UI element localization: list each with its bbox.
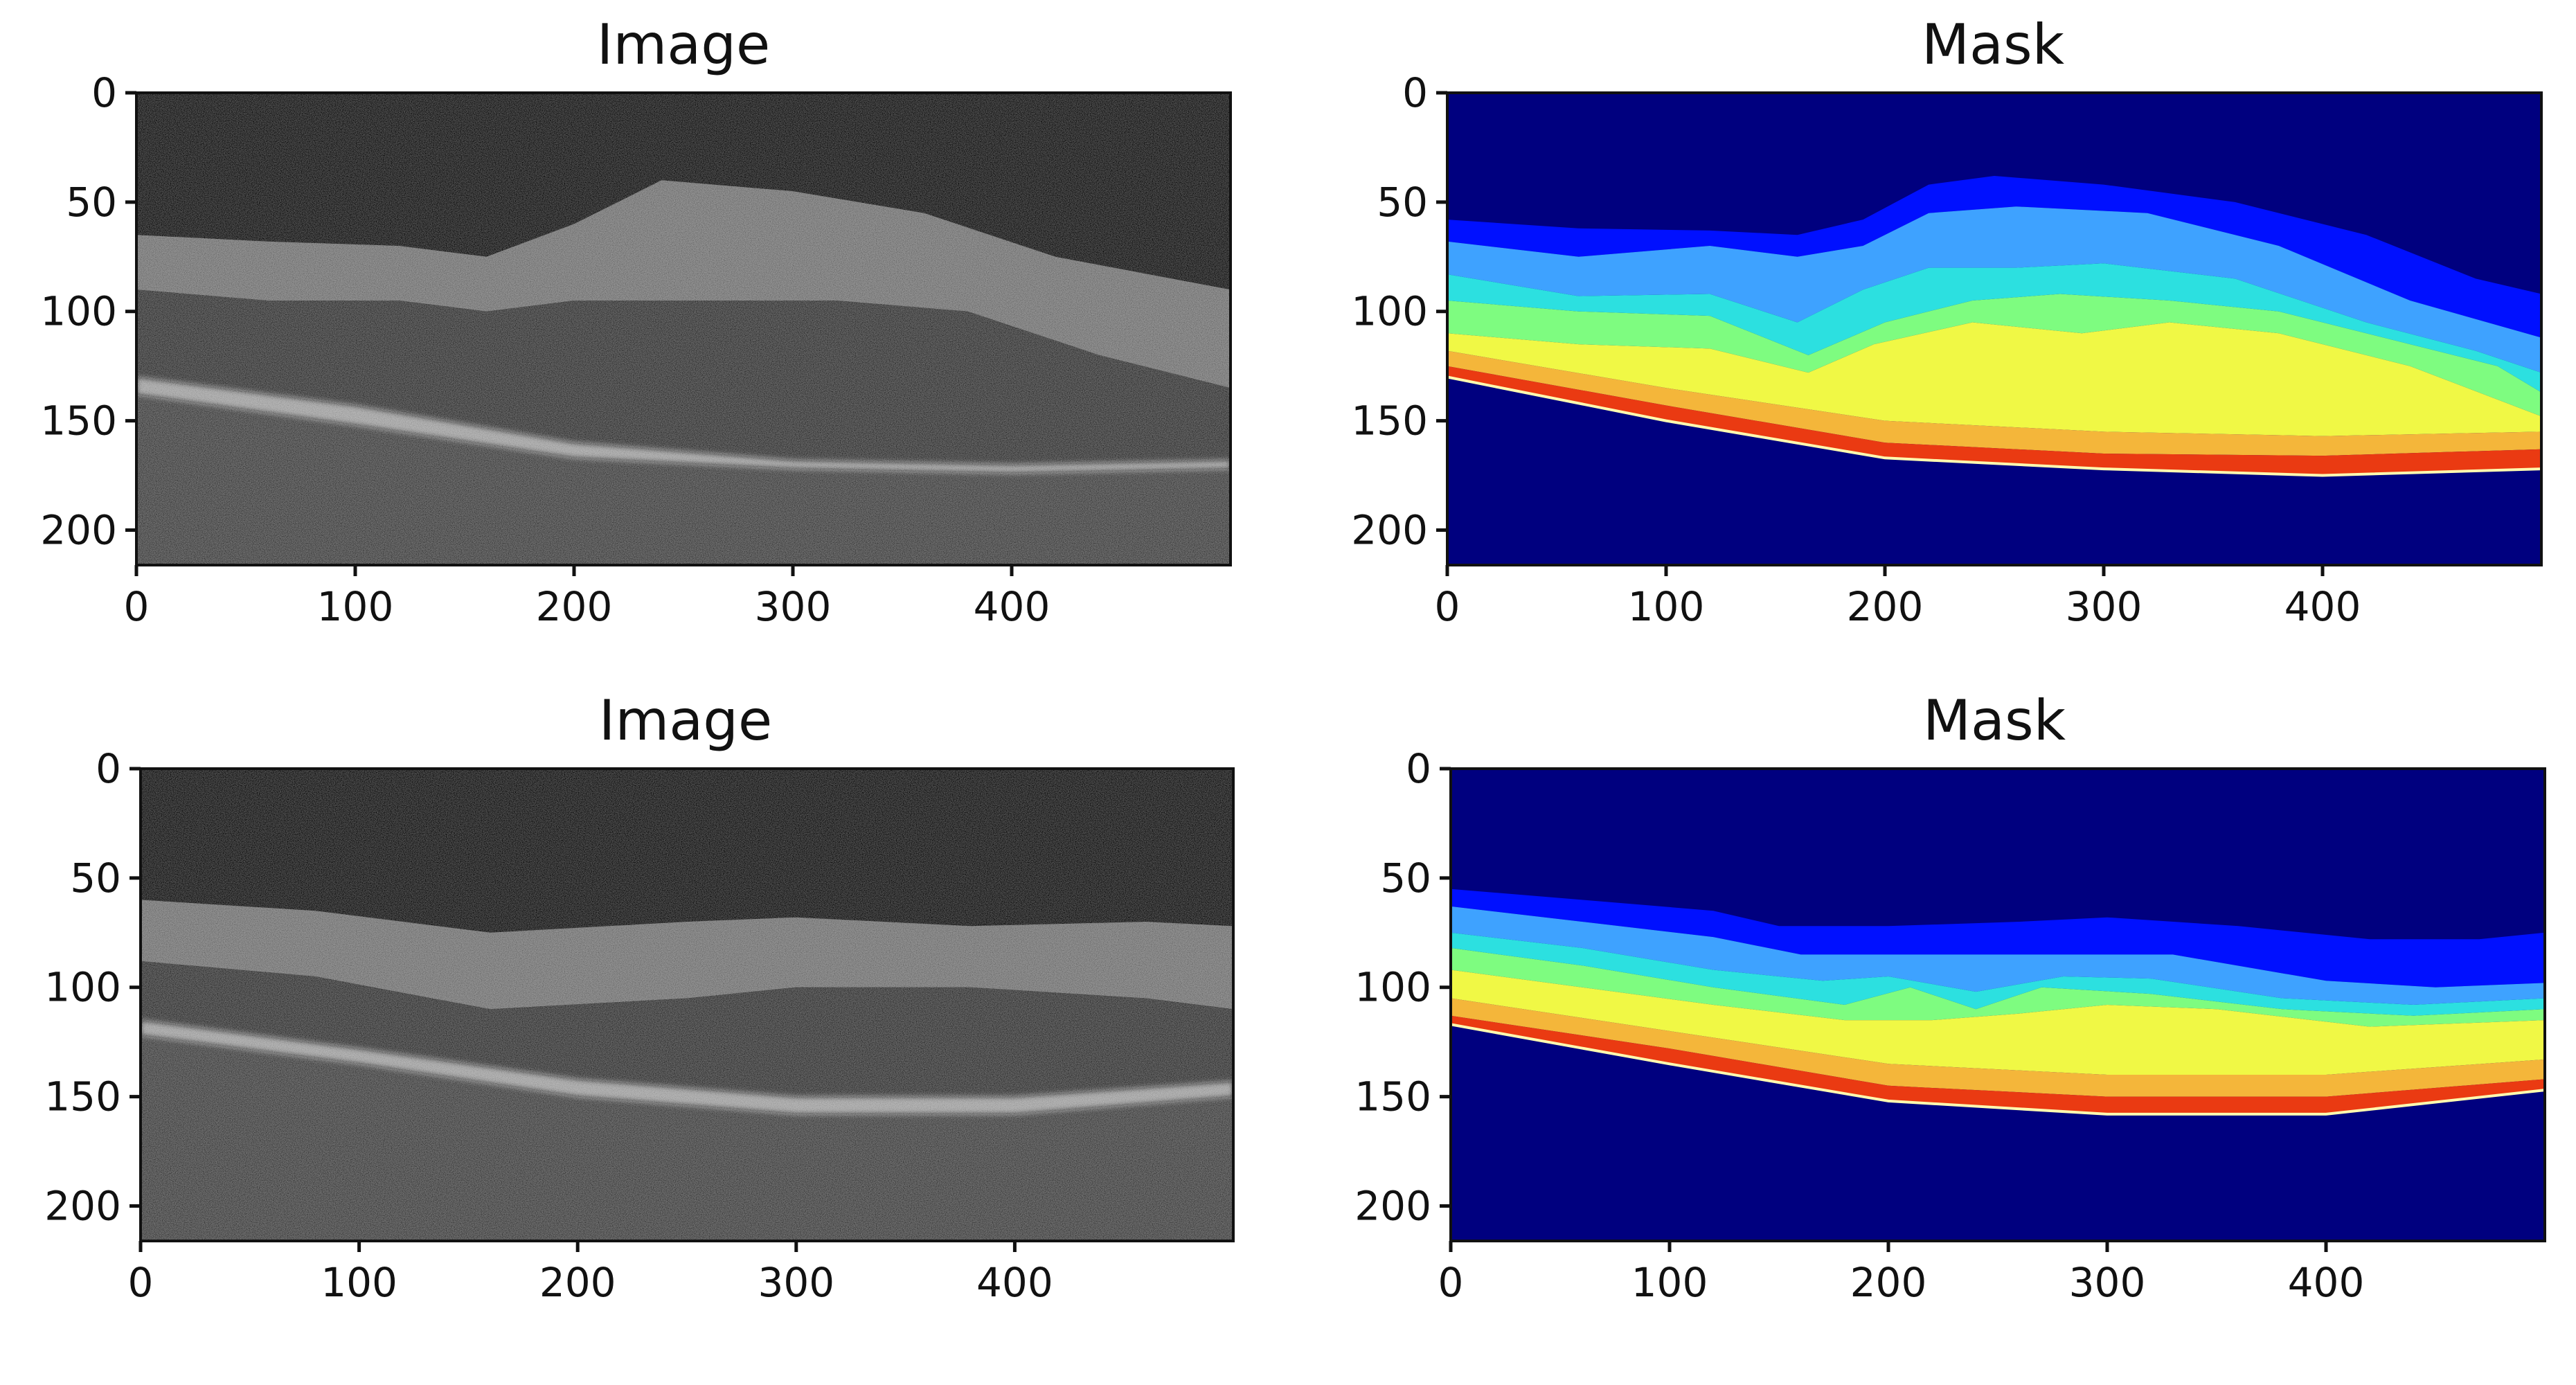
mask-layer bbox=[1447, 206, 2541, 373]
x-tick-label: 300 bbox=[2069, 1259, 2146, 1306]
y-tick-label: 150 bbox=[1354, 1073, 1431, 1120]
x-tick-label: 400 bbox=[2288, 1259, 2365, 1306]
x-tick-label: 0 bbox=[128, 1259, 154, 1306]
panel-title-image: Image bbox=[599, 688, 773, 753]
mask-boundary-line bbox=[1451, 1023, 2545, 1116]
mask-layer bbox=[1447, 322, 2541, 436]
mask-layer bbox=[1451, 970, 2545, 1075]
mask-boundary-line bbox=[1447, 375, 2541, 477]
y-tick-label: 150 bbox=[1351, 397, 1428, 445]
y-tick-label: 50 bbox=[1377, 179, 1428, 226]
segmentation-mask-plot: 0 100 200 300 400 0 50 100 150 200 bbox=[1354, 745, 2546, 1306]
panel-top-right: Mask 0 100 200 300 400 0 50 100 150 200 bbox=[1351, 12, 2543, 630]
x-tick-label: 0 bbox=[1435, 583, 1460, 630]
segmentation-mask bbox=[1451, 769, 2545, 1241]
x-tick-label: 200 bbox=[536, 583, 613, 630]
y-tick-label: 200 bbox=[1351, 506, 1428, 553]
x-tick-label: 100 bbox=[1631, 1259, 1708, 1306]
y-tick-label: 200 bbox=[40, 506, 117, 553]
mask-layer bbox=[1451, 906, 2545, 1005]
panel-title-mask: Mask bbox=[1923, 688, 2066, 753]
oct-image-plot: 0 100 200 300 400 0 50 100 150 200 bbox=[44, 745, 1235, 1306]
oct-scan-image bbox=[141, 769, 1233, 1241]
mask-layer bbox=[1447, 294, 2541, 417]
x-tick-label: 200 bbox=[1850, 1259, 1927, 1306]
y-tick-label: 200 bbox=[44, 1182, 121, 1229]
y-tick-label: 50 bbox=[66, 179, 117, 226]
x-tick-label: 0 bbox=[124, 583, 150, 630]
y-tick-label: 0 bbox=[91, 69, 117, 116]
y-tick-label: 0 bbox=[1406, 745, 1431, 792]
y-tick-label: 0 bbox=[1402, 69, 1428, 116]
y-tick-label: 50 bbox=[70, 855, 121, 902]
x-tick-label: 200 bbox=[539, 1259, 616, 1306]
segmentation-mask bbox=[1447, 93, 2541, 565]
mask-layer bbox=[1451, 947, 2545, 1027]
x-tick-label: 200 bbox=[1847, 583, 1924, 630]
panel-bottom-right: Mask 0 100 200 300 400 0 50 100 150 200 bbox=[1354, 688, 2546, 1306]
segmentation-mask-plot: 0 100 200 300 400 0 50 100 150 200 bbox=[1351, 69, 2543, 630]
mask-layer bbox=[1447, 176, 2541, 338]
x-tick-label: 300 bbox=[2066, 583, 2143, 630]
panel-title-image: Image bbox=[597, 12, 771, 77]
x-tick-label: 300 bbox=[755, 583, 832, 630]
x-tick-label: 100 bbox=[321, 1259, 397, 1306]
panel-top-left: Image 0 100 200 300 400 0 50 100 150 200 bbox=[40, 12, 1232, 630]
oct-image-plot: 0 100 200 300 400 0 50 100 150 200 bbox=[40, 69, 1232, 630]
y-tick-label: 100 bbox=[1351, 288, 1428, 335]
speckle-noise bbox=[136, 93, 1231, 565]
axes-frame bbox=[139, 767, 1235, 1242]
x-tick-label: 400 bbox=[976, 1259, 1053, 1306]
mask-layer bbox=[1447, 350, 2541, 456]
x-tick-label: 100 bbox=[317, 583, 394, 630]
y-tick-label: 100 bbox=[1354, 964, 1431, 1011]
axes-frame bbox=[1449, 767, 2546, 1242]
y-tick-label: 50 bbox=[1380, 855, 1431, 902]
x-tick-label: 100 bbox=[1628, 583, 1705, 630]
mask-layer bbox=[1451, 888, 2545, 988]
x-tick-label: 300 bbox=[758, 1259, 834, 1306]
axes-frame bbox=[1446, 91, 2543, 566]
y-tick-label: 100 bbox=[44, 964, 121, 1011]
mask-layer bbox=[1451, 998, 2545, 1097]
axes-frame bbox=[135, 91, 1232, 566]
x-tick-label: 400 bbox=[974, 583, 1050, 630]
panel-bottom-left: Image 0 100 200 300 400 0 50 100 150 200 bbox=[44, 688, 1235, 1306]
mask-layer bbox=[1447, 263, 2541, 393]
x-tick-label: 400 bbox=[2284, 583, 2361, 630]
mask-layer bbox=[1451, 932, 2545, 1016]
y-tick-label: 200 bbox=[1354, 1182, 1431, 1229]
mask-layer bbox=[1451, 1015, 2545, 1114]
oct-scan-image bbox=[136, 93, 1231, 565]
x-tick-label: 0 bbox=[1438, 1259, 1464, 1306]
y-tick-label: 150 bbox=[44, 1073, 121, 1120]
y-tick-label: 150 bbox=[40, 397, 117, 445]
y-tick-label: 0 bbox=[96, 745, 121, 792]
speckle-noise bbox=[141, 769, 1233, 1241]
y-tick-label: 100 bbox=[40, 288, 117, 335]
panel-title-mask: Mask bbox=[1922, 12, 2065, 77]
